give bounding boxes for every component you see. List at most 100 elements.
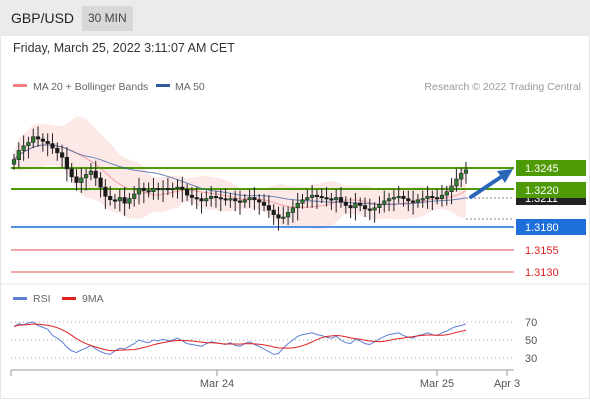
candle-body [329, 198, 334, 201]
rsi-tick-30: 30 [525, 353, 537, 365]
candle-body [55, 147, 60, 154]
candle-body [439, 194, 445, 199]
candle-body [35, 136, 41, 140]
candle-body [88, 170, 93, 175]
candle-body [242, 199, 247, 203]
candle-body [463, 169, 469, 174]
candle-body [420, 198, 425, 201]
s2-label: 1.3130 [525, 267, 559, 279]
candle-body [454, 178, 459, 187]
candle-body [281, 216, 286, 219]
candle-body [199, 198, 204, 202]
candle-body [362, 205, 368, 210]
candle-body [204, 198, 209, 202]
candle-body [209, 196, 214, 199]
rsi-tick-70: 70 [525, 317, 537, 329]
candle-body [410, 200, 416, 203]
candles [11, 126, 469, 231]
candle-body [401, 196, 406, 199]
candle-body [459, 173, 464, 180]
x-label-apr3: Apr 3 [494, 378, 520, 390]
candle-body [434, 197, 440, 200]
candle-body [247, 197, 252, 201]
candle-body [45, 141, 50, 144]
candle-body [16, 150, 21, 160]
candle-body [180, 186, 185, 190]
x-label-mar24: Mar 24 [200, 378, 234, 390]
candle-body [161, 188, 166, 191]
candle-body [314, 194, 320, 197]
candle-body [343, 201, 348, 206]
candle-body [425, 196, 430, 199]
candle-body [64, 157, 69, 170]
rsi-lines [13, 321, 467, 355]
candle-body [271, 209, 276, 216]
r2-label: 1.3245 [525, 163, 559, 175]
rsi-ma-line [13, 323, 467, 352]
candle-body [93, 170, 98, 179]
candle-body [108, 196, 113, 201]
candle-body [377, 204, 382, 209]
candle-body [228, 198, 233, 201]
forecast-arrow [469, 169, 513, 199]
candle-body [21, 145, 26, 151]
candle-body [266, 205, 272, 211]
candle-body [261, 201, 267, 206]
candle-body [175, 186, 180, 189]
candle-body [223, 198, 228, 201]
candle-body [348, 205, 353, 209]
x-label-mar25: Mar 25 [420, 378, 454, 390]
candle-body [103, 186, 108, 197]
candle-body [334, 197, 339, 201]
candle-body [74, 176, 79, 183]
candle-body [170, 188, 175, 191]
rsi-legend-swatch [13, 297, 27, 300]
candle-body [382, 200, 387, 205]
candle-body [449, 185, 454, 192]
candle-body [396, 196, 401, 199]
candle-body [122, 197, 127, 204]
rsi-tick-50: 50 [525, 335, 537, 347]
candle-body [300, 199, 305, 204]
bollinger-fill [14, 116, 466, 229]
top-bar: GBP/USD 30 MIN [0, 0, 590, 36]
candle-body [285, 212, 291, 218]
candle-body [112, 199, 118, 202]
candle-body [391, 197, 397, 200]
candle-body [79, 177, 84, 183]
ma50-legend-swatch [156, 84, 170, 87]
candle-body [31, 136, 36, 143]
candle-body [213, 196, 219, 199]
ma9-legend-swatch [62, 297, 76, 300]
candle-body [353, 202, 358, 209]
candle-body [146, 190, 151, 193]
s1-label: 1.3155 [525, 245, 559, 257]
level-labels: 1.3245 1.3211 1.3220 1.3180 1.3155 1.313… [516, 160, 586, 279]
candle-body [136, 188, 142, 195]
candle-body [324, 197, 329, 200]
candle-body [252, 197, 257, 201]
candle-body [127, 198, 132, 204]
candle-body [50, 143, 55, 149]
candle-body [84, 174, 89, 179]
candle-body [233, 198, 238, 202]
candle-body [372, 207, 377, 211]
candle-body [185, 189, 190, 196]
candle-body [305, 197, 310, 201]
timeframe-badge[interactable]: 30 MIN [82, 6, 133, 31]
chart-datetime: Friday, March 25, 2022 3:11:07 AM CET [13, 41, 235, 55]
r2-label-bg [516, 160, 586, 176]
candle-body [165, 188, 171, 191]
candle-body [444, 191, 449, 196]
candle-body [189, 194, 195, 198]
candle-body [358, 202, 363, 206]
candle-body [40, 138, 45, 142]
candle-body [430, 196, 435, 199]
r1-label-bg [516, 182, 586, 198]
pivot-label: 1.3180 [525, 222, 559, 234]
key-levels [11, 167, 514, 273]
candle-body [309, 194, 315, 198]
symbol-title: GBP/USD [11, 10, 75, 26]
candle-body [276, 214, 281, 219]
